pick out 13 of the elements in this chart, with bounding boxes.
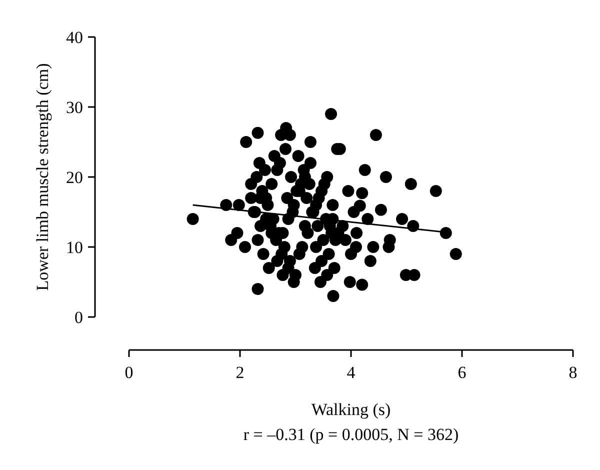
y-tick-label: 40	[66, 28, 83, 47]
x-tick-label: 4	[346, 363, 356, 382]
x-tick-label: 8	[568, 363, 578, 382]
y-axis-title: Lower limb muscle strength (cm)	[33, 63, 52, 291]
text: r = –0.31 (p = 0.0005, N = 362)	[243, 425, 459, 444]
x-tick-label: 6	[458, 363, 466, 382]
y-tick-label: 20	[66, 168, 83, 187]
x-axis-title: Walking (s)	[311, 400, 391, 419]
y-tick-label: 10	[66, 238, 83, 257]
x-tick-label: 2	[236, 363, 244, 382]
y-tick-label: 30	[66, 98, 83, 117]
y-tick-label: 0	[74, 308, 83, 327]
x-tick-label: 0	[124, 363, 134, 382]
